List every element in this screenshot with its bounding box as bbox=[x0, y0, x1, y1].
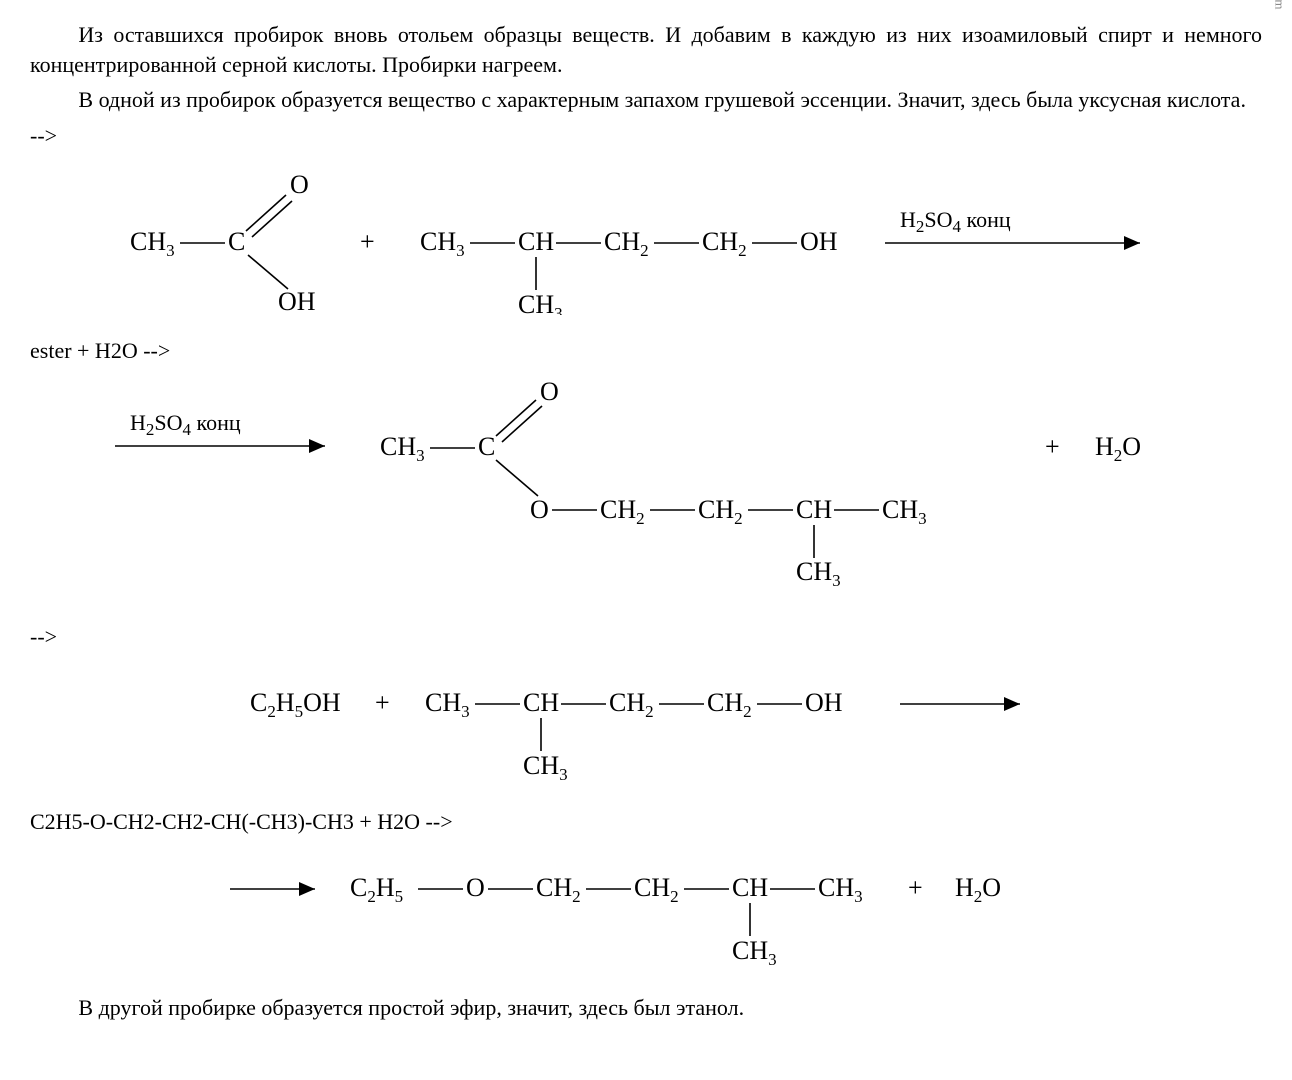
svg-text:CH2: CH2 bbox=[634, 873, 679, 906]
svg-text:C2H5: C2H5 bbox=[350, 873, 403, 906]
svg-text:O: O bbox=[540, 380, 559, 406]
svg-text:O: O bbox=[466, 873, 485, 902]
svg-text:CH2: CH2 bbox=[609, 688, 654, 721]
svg-text:CH3: CH3 bbox=[882, 495, 927, 528]
svg-text:CH3: CH3 bbox=[818, 873, 863, 906]
svg-text:CH3: CH3 bbox=[420, 227, 465, 260]
equation-3: C2H5OH + CH3 CH CH2 CH2 OH CH3 bbox=[30, 666, 1262, 794]
svg-text:CH2: CH2 bbox=[702, 227, 747, 260]
svg-text:+: + bbox=[375, 688, 390, 717]
svg-text:H2SO4 конц: H2SO4 конц bbox=[900, 207, 1011, 236]
svg-text:CH: CH bbox=[796, 495, 832, 524]
svg-text:H2O: H2O bbox=[1095, 432, 1141, 465]
watermark: ©5terka.com bbox=[1270, 0, 1288, 10]
svg-text:CH: CH bbox=[518, 227, 554, 256]
svg-text:CH: CH bbox=[523, 688, 559, 717]
svg-text:CH3: CH3 bbox=[425, 688, 470, 721]
svg-text:C: C bbox=[478, 432, 495, 461]
svg-text:H2O: H2O bbox=[955, 873, 1001, 906]
svg-text:CH2: CH2 bbox=[536, 873, 581, 906]
equation-4: C2H5 O CH2 CH2 CH CH3 CH3 + H2O bbox=[30, 851, 1262, 979]
svg-text:C: C bbox=[228, 227, 245, 256]
svg-text:CH2: CH2 bbox=[604, 227, 649, 260]
svg-text:CH3: CH3 bbox=[523, 751, 568, 784]
svg-text:O: O bbox=[290, 170, 309, 199]
svg-text:+: + bbox=[1045, 432, 1060, 461]
svg-text:CH2: CH2 bbox=[707, 688, 752, 721]
svg-text:O: O bbox=[530, 495, 549, 524]
paragraph-2: В одной из пробирок образуется вещество … bbox=[30, 85, 1262, 115]
svg-text:CH2: CH2 bbox=[600, 495, 645, 528]
svg-text:C2H5OH: C2H5OH bbox=[250, 688, 341, 721]
svg-text:+: + bbox=[360, 227, 375, 256]
svg-text:CH3: CH3 bbox=[130, 227, 175, 260]
svg-text:OH: OH bbox=[805, 688, 843, 717]
svg-text:CH3: CH3 bbox=[518, 290, 563, 315]
svg-text:CH2: CH2 bbox=[698, 495, 743, 528]
svg-text:CH3: CH3 bbox=[732, 936, 777, 969]
svg-text:OH: OH bbox=[278, 287, 316, 315]
svg-text:H2SO4 конц: H2SO4 конц bbox=[130, 410, 241, 439]
paragraph-3: В другой пробирке образуется простой эфи… bbox=[30, 993, 1262, 1023]
svg-text:CH: CH bbox=[732, 873, 768, 902]
equation-2: H2SO4 конц CH3 C O O CH2 CH2 CH CH3 CH3 … bbox=[30, 380, 1262, 608]
svg-text:+: + bbox=[908, 873, 923, 902]
equation-1: CH3 C O OH + CH3 CH CH2 CH2 OH CH3 H2SO4… bbox=[30, 165, 1262, 323]
svg-text:CH3: CH3 bbox=[796, 557, 841, 590]
paragraph-1: Из оставшихся пробирок вновь отольем обр… bbox=[30, 20, 1262, 79]
svg-text:OH: OH bbox=[800, 227, 838, 256]
svg-text:CH3: CH3 bbox=[380, 432, 425, 465]
